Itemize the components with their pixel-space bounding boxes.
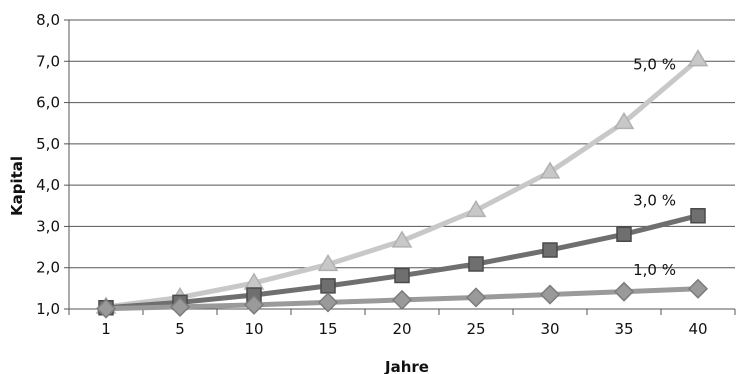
data-point-marker (391, 289, 413, 310)
y-tick-label: 5,0 (36, 135, 60, 153)
data-point-marker (95, 298, 117, 319)
x-tick-label: 15 (318, 320, 337, 338)
data-point-marker (317, 253, 339, 272)
y-tick-label: 8,0 (36, 11, 60, 29)
data-point-marker (468, 256, 484, 272)
data-point-marker (690, 207, 706, 224)
x-tick-label: 25 (466, 320, 485, 338)
y-tick-label: 7,0 (36, 52, 60, 70)
series-group (95, 49, 709, 319)
x-tick-label: 5 (175, 320, 185, 338)
y-tick-label: 3,0 (36, 217, 60, 235)
y-axis-title: Kapital (8, 156, 26, 216)
x-tick-label: 1 (101, 320, 111, 338)
y-tick-label: 2,0 (36, 259, 60, 277)
data-point-marker (394, 267, 410, 284)
data-point-marker (169, 296, 191, 317)
series-label: 5,0 % (633, 56, 676, 74)
data-point-marker (616, 226, 632, 243)
data-point-marker (539, 284, 561, 305)
x-tick-label: 35 (614, 320, 633, 338)
series-labels: 5,0 % 3,0 % 1,0 % (633, 56, 676, 279)
data-point-marker (613, 281, 635, 302)
tick-labels: 1,02,03,04,05,06,07,08,01 5 10 15 20 25 30 35 40 (36, 11, 707, 338)
data-point-marker (391, 230, 413, 248)
y-tick-label: 4,0 (36, 176, 60, 194)
data-point-marker (320, 278, 336, 294)
series-label: 1,0 % (633, 261, 676, 279)
x-tick-label: 40 (688, 320, 707, 338)
x-tick-label: 30 (540, 320, 559, 338)
data-point-marker (465, 287, 487, 308)
data-point-marker (317, 292, 339, 313)
data-point-marker (613, 111, 635, 130)
x-axis-title: Jahre (384, 358, 429, 374)
gridlines (69, 19, 735, 269)
data-point-marker (465, 199, 487, 218)
data-point-marker (687, 49, 709, 67)
data-point-marker (687, 278, 709, 299)
x-tick-label: 10 (244, 320, 263, 338)
data-point-marker (243, 294, 265, 315)
data-point-marker (542, 242, 558, 258)
data-point-marker (539, 161, 561, 179)
y-tick-label: 1,0 (36, 300, 60, 318)
series-label: 3,0 % (633, 192, 676, 210)
x-tick-label: 20 (392, 320, 411, 338)
y-tick-label: 6,0 (36, 94, 60, 112)
